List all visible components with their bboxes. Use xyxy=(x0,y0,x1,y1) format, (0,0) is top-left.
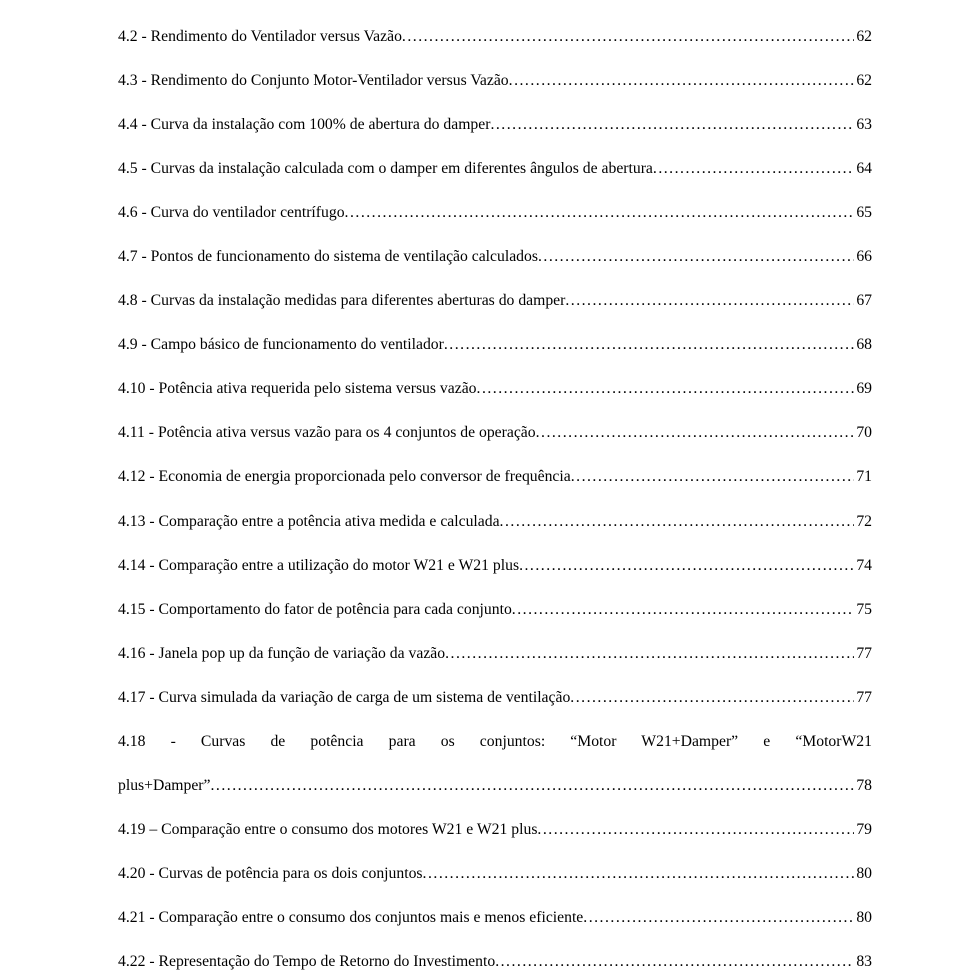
toc-label: 4.22 - Representação do Tempo de Retorno… xyxy=(118,950,495,974)
toc-leader-dots xyxy=(345,201,855,225)
toc-label: 4.19 – Comparação entre o consumo dos mo… xyxy=(118,818,537,842)
toc-page-number: 62 xyxy=(854,25,872,49)
toc-leader-dots xyxy=(402,25,854,49)
toc-page-number: 69 xyxy=(854,377,872,401)
toc-entry: 4.3 - Rendimento do Conjunto Motor-Venti… xyxy=(118,69,872,93)
toc-leader-dots xyxy=(519,554,854,578)
toc-page-number: 75 xyxy=(854,598,872,622)
toc-page-number: 80 xyxy=(854,862,872,886)
toc-leader-dots xyxy=(490,113,854,137)
toc-page-number: 79 xyxy=(854,818,872,842)
toc-page-number: 77 xyxy=(854,686,872,710)
toc-entry: 4.15 - Comportamento do fator de potênci… xyxy=(118,598,872,622)
toc-leader-dots xyxy=(477,377,855,401)
toc-leader-dots xyxy=(423,862,855,886)
toc-label: 4.12 - Economia de energia proporcionada… xyxy=(118,465,571,489)
toc-entry: 4.20 - Curvas de potência para os dois c… xyxy=(118,862,872,886)
toc-page-number: 62 xyxy=(854,69,872,93)
toc-page-number: 65 xyxy=(854,201,872,225)
toc-label: 4.6 - Curva do ventilador centrífugo xyxy=(118,201,345,225)
toc-page-number: 74 xyxy=(854,554,872,578)
toc-entry: 4.13 - Comparação entre a potência ativa… xyxy=(118,510,872,534)
toc-label: 4.7 - Pontos de funcionamento do sistema… xyxy=(118,245,538,269)
toc-entry: 4.2 - Rendimento do Ventilador versus Va… xyxy=(118,25,872,49)
toc-page-number: 71 xyxy=(854,465,872,489)
toc-leader-dots xyxy=(653,157,854,181)
toc-label: 4.5 - Curvas da instalação calculada com… xyxy=(118,157,653,181)
toc-label: 4.10 - Potência ativa requerida pelo sis… xyxy=(118,377,477,401)
toc-entry: 4.21 - Comparação entre o consumo dos co… xyxy=(118,906,872,930)
toc-page-number: 83 xyxy=(854,950,872,974)
toc-leader-dots xyxy=(538,245,854,269)
toc-entry: 4.9 - Campo básico de funcionamento do v… xyxy=(118,333,872,357)
toc-page-number: 72 xyxy=(854,510,872,534)
toc-entry: 4.22 - Representação do Tempo de Retorno… xyxy=(118,950,872,974)
toc-page-number: 67 xyxy=(854,289,872,313)
toc-entry: 4.17 - Curva simulada da variação de car… xyxy=(118,686,872,710)
toc-page-number: 70 xyxy=(854,421,872,445)
toc-label: 4.21 - Comparação entre o consumo dos co… xyxy=(118,906,583,930)
toc-leader-dots xyxy=(211,774,855,798)
toc-label: 4.20 - Curvas de potência para os dois c… xyxy=(118,862,423,886)
toc-entry: 4.10 - Potência ativa requerida pelo sis… xyxy=(118,377,872,401)
toc-leader-dots xyxy=(570,686,854,710)
toc-entry: 4.8 - Curvas da instalação medidas para … xyxy=(118,289,872,313)
toc-entry: 4.4 - Curva da instalação com 100% de ab… xyxy=(118,113,872,137)
toc-entry: 4.6 - Curva do ventilador centrífugo 65 xyxy=(118,201,872,225)
toc-entry: 4.11 - Potência ativa versus vazão para … xyxy=(118,421,872,445)
toc-label: 4.3 - Rendimento do Conjunto Motor-Venti… xyxy=(118,69,509,93)
toc-leader-dots xyxy=(571,465,855,489)
toc-entry: 4.12 - Economia de energia proporcionada… xyxy=(118,465,872,489)
toc-entry: 4.7 - Pontos de funcionamento do sistema… xyxy=(118,245,872,269)
toc-leader-dots xyxy=(500,510,855,534)
toc-label: 4.9 - Campo básico de funcionamento do v… xyxy=(118,333,444,357)
toc-leader-dots xyxy=(445,642,854,666)
toc-leader-dots xyxy=(537,818,854,842)
toc-entry: 4.14 - Comparação entre a utilização do … xyxy=(118,554,872,578)
toc-label: 4.2 - Rendimento do Ventilador versus Va… xyxy=(118,25,402,49)
toc-page-number: 63 xyxy=(854,113,872,137)
toc-leader-dots xyxy=(509,69,855,93)
toc-label: 4.11 - Potência ativa versus vazão para … xyxy=(118,421,536,445)
toc-leader-dots xyxy=(536,421,855,445)
toc-label: 4.16 - Janela pop up da função de variaç… xyxy=(118,642,445,666)
toc-leader-dots xyxy=(565,289,854,313)
toc-leader-dots xyxy=(444,333,854,357)
toc-label: 4.14 - Comparação entre a utilização do … xyxy=(118,554,519,578)
toc-leader-dots xyxy=(583,906,854,930)
toc-page-number: 78 xyxy=(854,774,872,798)
toc-page-number: 80 xyxy=(854,906,872,930)
toc-page-number: 68 xyxy=(854,333,872,357)
list-of-figures: 4.2 - Rendimento do Ventilador versus Va… xyxy=(118,25,872,974)
toc-entry: 4.16 - Janela pop up da função de variaç… xyxy=(118,642,872,666)
toc-label: 4.15 - Comportamento do fator de potênci… xyxy=(118,598,512,622)
toc-entry-continuation: plus+Damper” 78 xyxy=(118,774,872,798)
toc-page-number: 77 xyxy=(854,642,872,666)
toc-leader-dots xyxy=(512,598,855,622)
toc-label: plus+Damper” xyxy=(118,774,211,798)
toc-entry: 4.5 - Curvas da instalação calculada com… xyxy=(118,157,872,181)
toc-page-number: 64 xyxy=(854,157,872,181)
toc-label: 4.8 - Curvas da instalação medidas para … xyxy=(118,289,565,313)
toc-label: 4.17 - Curva simulada da variação de car… xyxy=(118,686,570,710)
toc-page-number: 66 xyxy=(854,245,872,269)
toc-entry: 4.19 – Comparação entre o consumo dos mo… xyxy=(118,818,872,842)
toc-entry: 4.18 - Curvas de potência para os conjun… xyxy=(118,730,872,754)
toc-label: 4.4 - Curva da instalação com 100% de ab… xyxy=(118,113,490,137)
toc-label: 4.13 - Comparação entre a potência ativa… xyxy=(118,510,500,534)
toc-leader-dots xyxy=(495,950,854,974)
